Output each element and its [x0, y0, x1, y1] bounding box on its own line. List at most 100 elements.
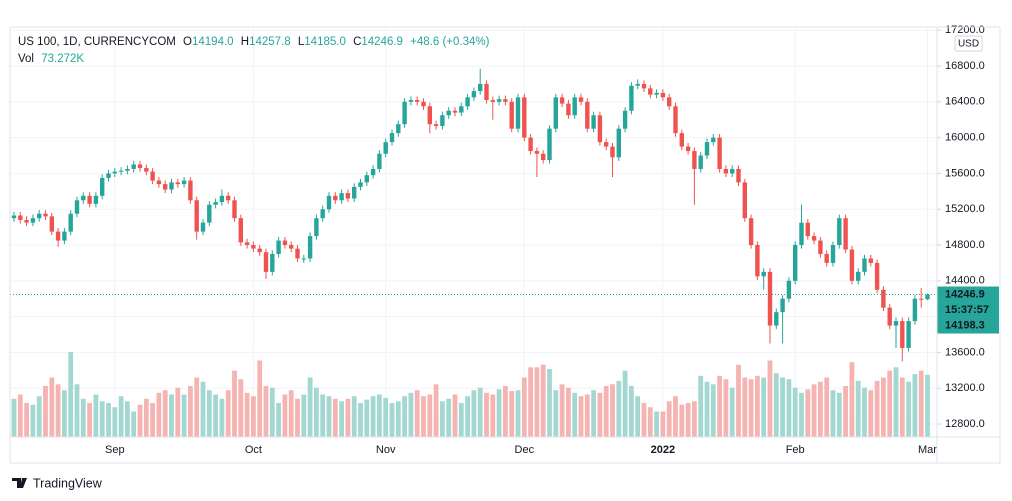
candle-body: [358, 182, 363, 187]
y-tick-label: 14800.0: [945, 239, 985, 251]
brand-logo: [12, 478, 27, 488]
candle-body: [169, 182, 174, 190]
candle-body: [484, 83, 489, 101]
volume-bar: [169, 394, 174, 437]
volume-bar: [761, 377, 767, 437]
volume-bar: [62, 390, 67, 437]
volume-bar: [647, 407, 653, 437]
candle-body: [106, 173, 111, 178]
candle-body: [188, 180, 193, 201]
volume-bar: [17, 394, 23, 437]
volume-bar: [238, 379, 244, 437]
candle-body: [660, 92, 666, 98]
candle-body: [282, 240, 288, 246]
volume-bar: [11, 398, 17, 437]
countdown-tag: [937, 302, 999, 318]
candle-body: [597, 115, 603, 143]
candle-body: [578, 97, 584, 102]
currency-box[interactable]: [954, 35, 983, 52]
change: +48.6 (+0.34%): [410, 36, 489, 48]
candle-body: [421, 101, 426, 107]
volume-bar: [269, 387, 275, 437]
candle-body: [818, 240, 823, 254]
candle-body: [811, 236, 817, 241]
candle-body: [874, 262, 880, 290]
candle-body: [150, 171, 155, 181]
volume-bar: [723, 379, 729, 437]
candle-body: [62, 231, 67, 241]
volume-bar: [704, 381, 710, 437]
volume-bar: [288, 390, 294, 437]
y-tick-label: 13600.0: [945, 346, 985, 358]
volume-bar: [358, 403, 363, 437]
volume-bar: [326, 396, 332, 437]
volume-bar: [106, 403, 111, 437]
candle-body: [522, 97, 527, 138]
volume-bar: [868, 390, 874, 437]
volume-bar: [364, 399, 370, 437]
candle-body: [163, 184, 168, 190]
candle-body: [345, 193, 351, 199]
volume-bar: [194, 377, 200, 437]
candle-body: [547, 128, 552, 160]
volume-bar: [49, 377, 55, 437]
y-tick-label: 16000.0: [945, 132, 985, 144]
volume-bar: [143, 398, 149, 437]
candle-body: [452, 110, 458, 113]
volume-bar: [547, 369, 552, 437]
candle-body: [559, 97, 565, 104]
volume-bar: [156, 392, 162, 437]
volume-bar: [509, 391, 515, 437]
candle-body: [635, 83, 640, 86]
candle-body: [326, 195, 332, 210]
candle-body: [478, 83, 483, 92]
candle-body: [213, 202, 218, 205]
candle-body: [919, 298, 924, 300]
volume-bar: [213, 394, 218, 437]
volume-bar: [610, 384, 615, 437]
candle-body: [408, 100, 414, 102]
volume-bar: [660, 411, 666, 437]
volume-bar: [112, 407, 118, 437]
volume-bar: [263, 386, 269, 437]
volume-bar: [24, 403, 29, 437]
volume-bar: [849, 362, 855, 437]
volume-bar: [654, 411, 659, 437]
volume-bar: [767, 360, 773, 437]
y-tick-label: 15200.0: [945, 203, 985, 215]
candle-body: [799, 222, 804, 246]
candle-body: [244, 242, 250, 246]
candle-body: [24, 219, 29, 223]
candle-body: [654, 92, 659, 95]
low-value: 14185.0: [304, 36, 346, 48]
plot-area: [10, 68, 937, 437]
volume-bar: [622, 370, 628, 437]
candle-body: [377, 153, 382, 169]
volume-bar: [408, 392, 414, 437]
y-tick-label: 17200.0: [945, 24, 985, 36]
volume-bar: [471, 390, 477, 437]
volume-bar: [830, 390, 836, 437]
volume-bar: [332, 398, 338, 437]
volume-bar: [698, 375, 704, 437]
candle-body: [541, 153, 546, 160]
volume-bar: [780, 377, 785, 437]
candle-body: [471, 91, 477, 98]
candle-body: [622, 110, 628, 129]
candle-body: [55, 231, 61, 241]
candle-body: [490, 100, 495, 102]
candle-body: [37, 213, 42, 219]
candle-body: [181, 180, 187, 185]
close-value: 14246.9: [361, 36, 403, 48]
volume-bar: [490, 394, 496, 437]
countdown: 15:37:57: [945, 304, 989, 316]
candle-body: [251, 245, 256, 249]
candle-body: [314, 218, 319, 237]
volume-bar: [893, 367, 899, 437]
candle-body: [175, 182, 180, 185]
volume-bar: [591, 390, 596, 437]
legend-row: US 100, 1D, CURRENCYCOM O14194.0 H14257.…: [18, 36, 490, 48]
volume-bar: [881, 377, 886, 437]
volume-bar: [918, 370, 924, 437]
